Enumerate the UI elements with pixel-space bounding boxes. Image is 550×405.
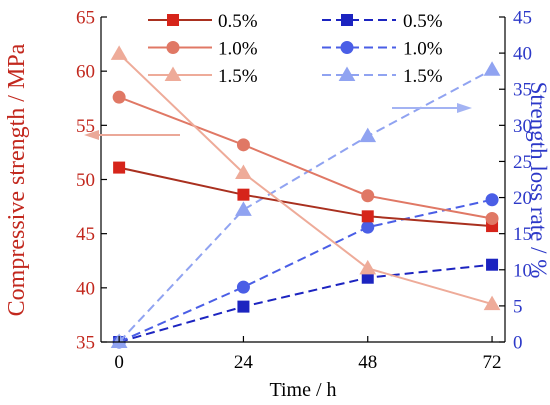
axis-arrows xyxy=(84,103,472,140)
arrow-left-icon xyxy=(84,130,180,140)
right-y-tick-label: 35 xyxy=(513,80,532,101)
right-y-tick-label: 30 xyxy=(513,116,532,137)
x-tick-label: 48 xyxy=(358,352,377,373)
x-tick-label: 72 xyxy=(483,352,502,373)
left-y-tick-label: 65 xyxy=(76,8,95,29)
strength-1-5pct-series xyxy=(110,45,501,311)
right-y-tick-label: 45 xyxy=(513,8,532,29)
legend-item-strength-1-0pct: 1.0% xyxy=(148,39,258,60)
strength-0-5pct-point xyxy=(113,161,126,174)
legend-label: 0.5% xyxy=(218,11,258,32)
legend-label: 1.5% xyxy=(218,66,258,87)
strength-1-0pct-point xyxy=(485,212,499,225)
loss-rate-0-5pct-series xyxy=(113,258,499,348)
x-axis-title: Time / h xyxy=(269,379,336,401)
legend-label: 0.5% xyxy=(403,11,443,32)
loss-rate-1-0pct-point xyxy=(361,220,375,234)
loss-rate-1-0pct-line xyxy=(118,198,493,343)
left-y-tick-label: 45 xyxy=(76,224,95,245)
left-y-tick-label: 55 xyxy=(76,116,95,137)
right-y-tick-label: 40 xyxy=(513,44,532,65)
square-marker-icon xyxy=(167,14,179,26)
loss-rate-1-5pct-line xyxy=(118,68,493,343)
strength-1-0pct-line xyxy=(118,96,493,220)
ticks: 35 40 45 50 55 60 65 0 5 10 15 20 25 30 35 40 45 0 24 48 72 xyxy=(76,8,532,374)
legend-label: 1.0% xyxy=(403,39,443,60)
legend-label: 1.0% xyxy=(218,39,258,60)
loss-rate-0-5pct-line xyxy=(118,263,493,343)
right-y-tick-label: 15 xyxy=(513,224,532,245)
strength-1-5pct-point xyxy=(359,259,377,275)
right-y-tick-label: 20 xyxy=(513,188,532,209)
loss-rate-1-5pct-point xyxy=(235,201,252,216)
strength-0-5pct-series xyxy=(113,161,499,233)
legend-item-loss-rate-1-0pct: 1.0% xyxy=(322,39,443,60)
loss-rate-0-5pct-point xyxy=(486,258,499,271)
right-y-tick-label: 5 xyxy=(513,296,523,317)
legend-item-loss-rate-1-5pct: 1.5% xyxy=(322,66,443,87)
legend-label: 1.5% xyxy=(403,66,443,87)
loss-rate-1-5pct-point xyxy=(359,127,377,143)
triangle-marker-icon xyxy=(338,66,356,81)
loss-rate-0-5pct-point xyxy=(237,300,250,313)
loss-rate-1-0pct-point xyxy=(485,193,499,207)
square-marker-icon xyxy=(341,14,353,26)
circle-marker-icon xyxy=(166,41,180,54)
legend: 0.5% 1.0% 1.5% 0.5% 1.0% 1.5% xyxy=(148,11,443,87)
strength-1-0pct-series xyxy=(112,90,499,225)
left-y-axis-title: Compressive strength / MPa xyxy=(4,43,30,316)
strength-1-5pct-point xyxy=(110,45,128,60)
right-y-tick-label: 25 xyxy=(513,152,532,173)
strength-1-5pct-point xyxy=(483,295,501,311)
triangle-marker-icon xyxy=(164,66,182,81)
strength-1-5pct-line xyxy=(118,53,493,306)
left-y-tick-label: 60 xyxy=(76,62,95,83)
right-y-axis-title: Strength loss rate / % xyxy=(526,82,550,279)
x-tick-label: 24 xyxy=(234,352,254,373)
loss-rate-1-5pct-point xyxy=(483,61,501,76)
strength-0-5pct-point xyxy=(361,210,374,223)
strength-1-0pct-point xyxy=(361,189,375,203)
legend-item-loss-rate-0-5pct: 0.5% xyxy=(322,11,443,32)
right-y-tick-label: 10 xyxy=(513,260,532,281)
left-y-tick-label: 50 xyxy=(76,170,95,191)
strength-1-5pct-point xyxy=(235,164,252,179)
legend-item-strength-0-5pct: 0.5% xyxy=(148,11,258,32)
strength-1-0pct-point xyxy=(236,138,250,152)
left-y-tick-label: 40 xyxy=(76,278,95,299)
arrow-head xyxy=(84,130,99,140)
strength-1-0pct-point xyxy=(112,90,126,104)
arrow-head xyxy=(457,103,472,113)
loss-rate-1-5pct-series xyxy=(110,61,501,348)
legend-item-strength-1-5pct: 1.5% xyxy=(148,66,258,87)
strength-0-5pct-point xyxy=(237,188,250,201)
right-y-tick-label: 0 xyxy=(513,333,523,354)
arrow-right-icon xyxy=(392,103,472,113)
x-tick-label: 0 xyxy=(114,352,124,373)
strength-0-5pct-line xyxy=(118,166,493,228)
loss-rate-1-0pct-point xyxy=(236,280,250,294)
plot-area xyxy=(110,45,501,349)
left-y-tick-label: 35 xyxy=(76,333,95,354)
circle-marker-icon xyxy=(340,41,354,54)
